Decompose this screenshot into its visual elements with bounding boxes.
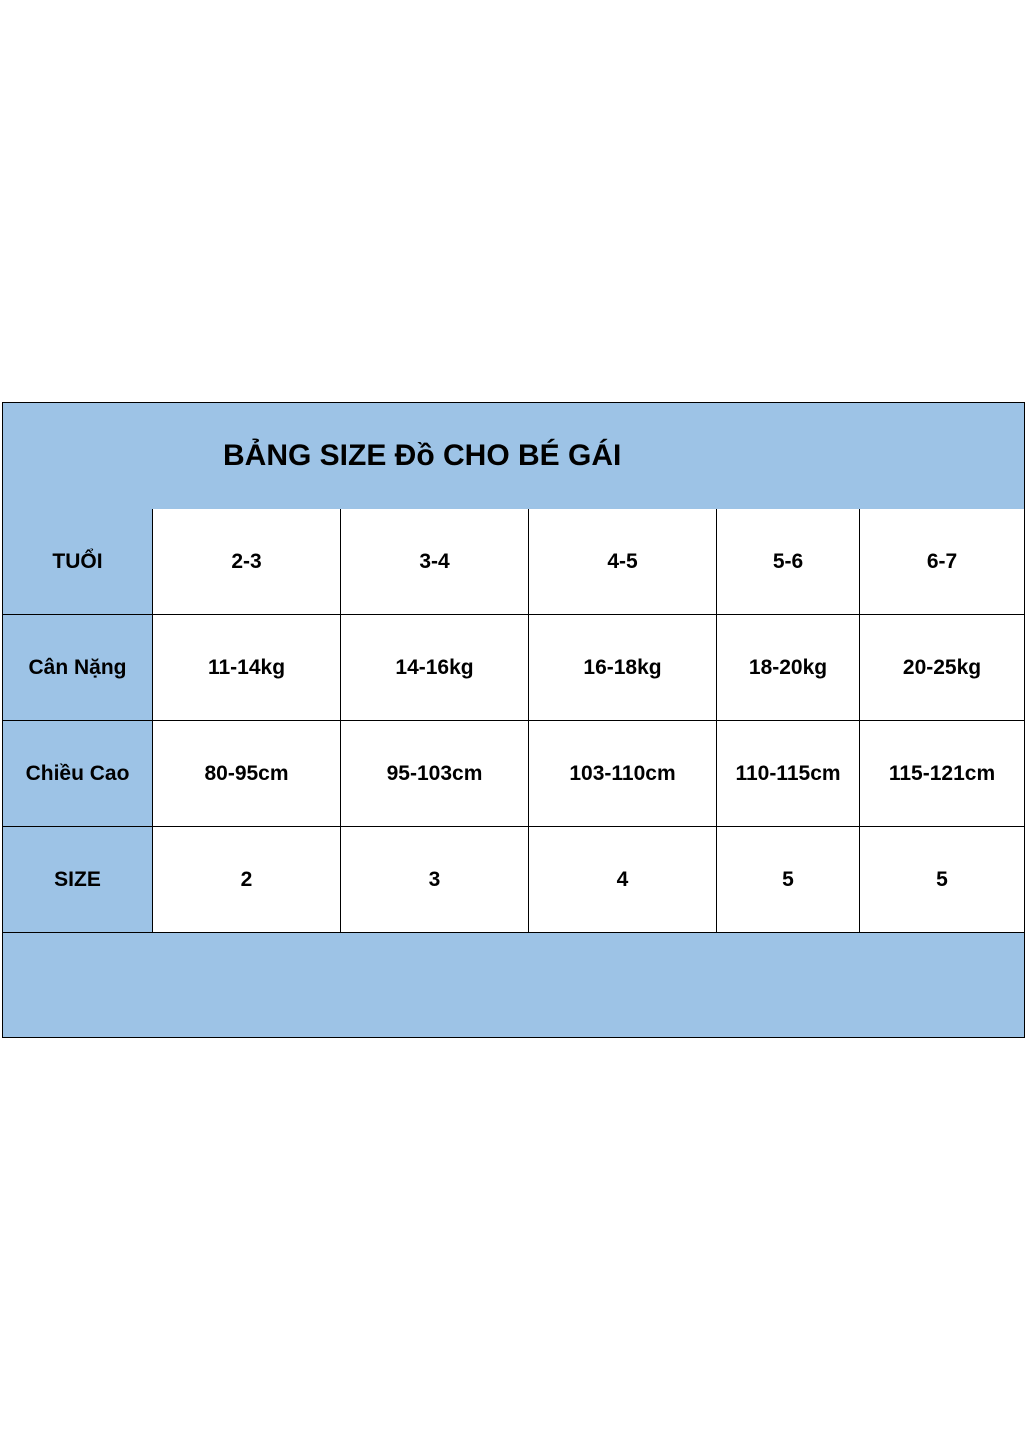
table-cell: 6-7 [859,509,1024,614]
table-row: Cân Nặng 11-14kg 14-16kg 16-18kg 18-20kg 20-2… [3,615,1024,721]
table-cell: 14-16kg [340,615,528,720]
table-cell: 110-115cm [716,721,859,826]
table-cell: 4-5 [528,509,716,614]
table-title: BẢNG SIZE Đồ CHO BÉ GÁI [223,439,622,472]
table-cell: 5 [716,827,859,932]
table-cell: 5-6 [716,509,859,614]
table-cell: 11-14kg [152,615,340,720]
table-title-row: BẢNG SIZE Đồ CHO BÉ GÁI [3,403,1024,510]
table-row: SIZE 2 3 4 5 5 [3,827,1024,933]
table-cell: 4 [528,827,716,932]
table-cell: 80-95cm [152,721,340,826]
table-cell: 16-18kg [528,615,716,720]
table-cell: 2 [152,827,340,932]
table-cell: 103-110cm [528,721,716,826]
row-header-cell: Cân Nặng [3,615,152,720]
table-footer-row [3,933,1024,1037]
table-row: TUỔI 2-3 3-4 4-5 5-6 6-7 [3,509,1024,615]
table-cell: 5 [859,827,1024,932]
table-row: Chiều Cao 80-95cm 95-103cm 103-110cm 110-115… [3,721,1024,827]
table-cell: 20-25kg [859,615,1024,720]
row-header-cell: SIZE [3,827,152,932]
table-cell: 18-20kg [716,615,859,720]
table-cell: 115-121cm [859,721,1024,826]
table-cell: 95-103cm [340,721,528,826]
table-cell: 3 [340,827,528,932]
table-cell: 2-3 [152,509,340,614]
table-cell: 3-4 [340,509,528,614]
row-header-cell: Chiều Cao [3,721,152,826]
row-header-cell: TUỔI [3,509,152,614]
size-chart-table: BẢNG SIZE Đồ CHO BÉ GÁI TUỔI 2-3 3-4 4-5 5-6… [2,402,1025,1038]
